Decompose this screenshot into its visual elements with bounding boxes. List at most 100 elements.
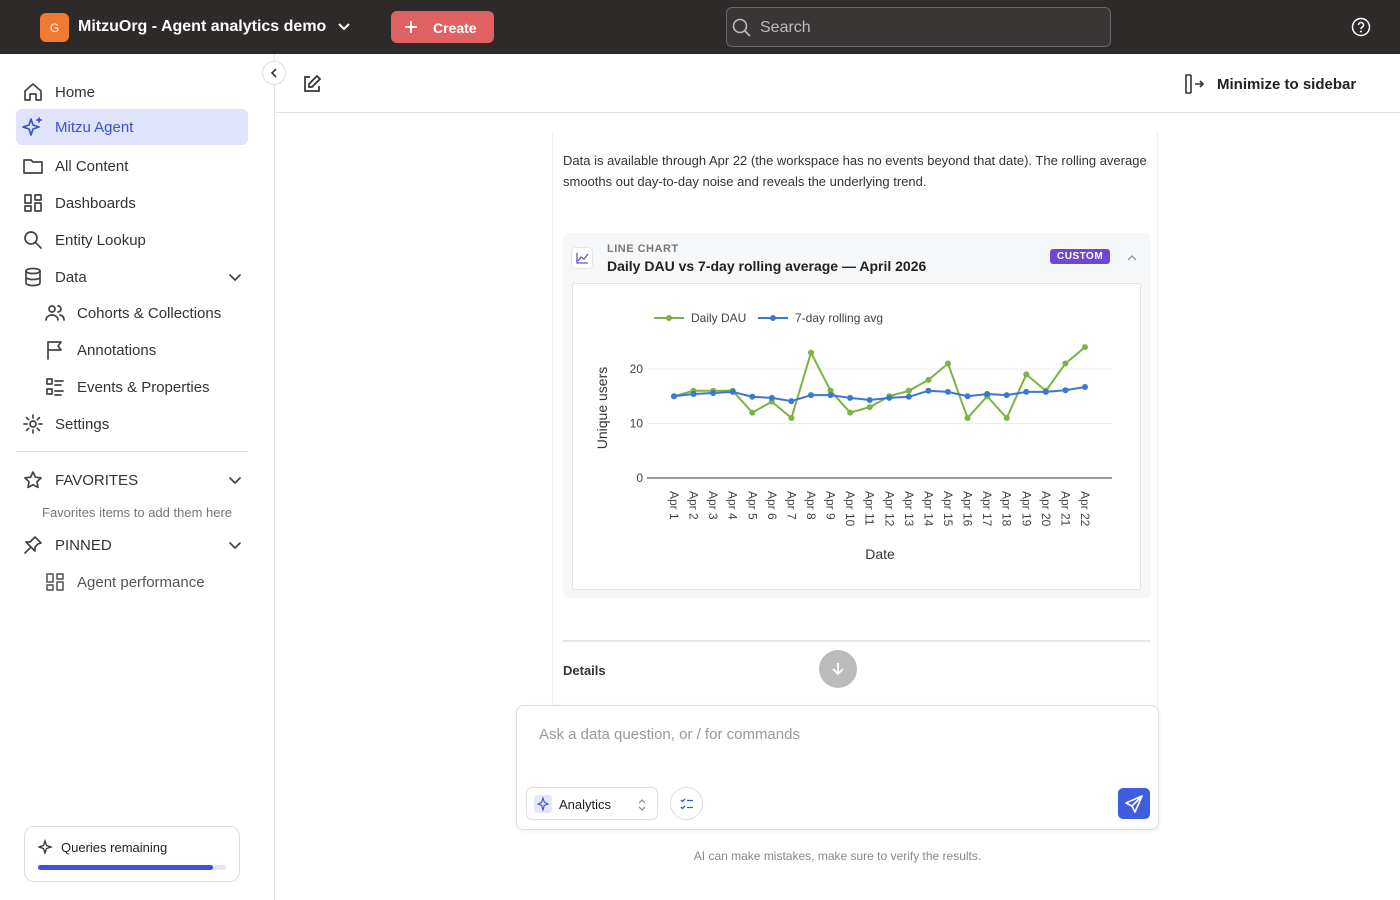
database-icon: [25, 267, 41, 287]
plus-icon: [405, 21, 417, 33]
x-tick-label: Apr 4: [726, 491, 740, 520]
data-point: [866, 404, 873, 411]
nav-entity[interactable]: Entity Lookup: [16, 222, 248, 258]
nav-label: Data: [55, 268, 87, 286]
mode-select[interactable]: Analytics: [526, 787, 658, 820]
composer[interactable]: Ask a data question, or / for commands A…: [516, 705, 1159, 830]
nav-events[interactable]: Events & Properties: [16, 369, 248, 405]
x-tick-label: Apr 12: [882, 491, 896, 527]
data-point: [827, 392, 834, 399]
data-point: [729, 388, 736, 395]
x-tick-label: Apr 8: [804, 491, 818, 520]
minimize-label[interactable]: Minimize to sidebar: [1217, 76, 1357, 93]
help-icon[interactable]: [1351, 17, 1371, 37]
data-point: [1023, 371, 1030, 378]
data-point: [827, 387, 834, 394]
data-point: [1062, 360, 1069, 367]
data-point: [749, 409, 756, 416]
home-icon: [24, 83, 42, 101]
nav-label: Entity Lookup: [55, 231, 146, 249]
x-tick-label: Apr 10: [843, 491, 857, 527]
nav-data[interactable]: Data: [16, 259, 248, 295]
checklist-button[interactable]: [670, 787, 703, 820]
x-tick-label: Apr 6: [765, 491, 779, 520]
data-point: [1003, 415, 1010, 422]
nav-cohorts[interactable]: Cohorts & Collections: [16, 295, 248, 331]
chevron: [229, 274, 241, 281]
search-box[interactable]: Search: [726, 7, 1111, 47]
chart-title: Daily DAU vs 7-day rolling average — Apr…: [607, 258, 927, 274]
org-avatar[interactable]: G: [40, 13, 69, 42]
series-line: [673, 385, 1086, 403]
x-tick-label: Apr 1: [667, 491, 681, 520]
org-chevron[interactable]: [336, 19, 352, 35]
data-point: [808, 392, 814, 399]
chevron-left: [270, 68, 277, 78]
section-title: PINNED: [55, 536, 112, 554]
nav-label: Dashboards: [55, 194, 136, 212]
gear-icon: [23, 414, 43, 434]
chart-kind: LINE CHART: [607, 243, 679, 255]
toolbar: Minimize to sidebar: [276, 54, 1400, 113]
nav-label: All Content: [55, 157, 129, 175]
series-line: [673, 346, 1086, 420]
nav-settings[interactable]: Settings: [16, 406, 248, 442]
y-tick-label: 20: [630, 362, 644, 376]
x-tick-label: Apr 15: [941, 491, 955, 527]
x-tick-label: Apr 17: [980, 491, 994, 527]
y-tick-label: 0: [636, 471, 643, 485]
divider: [563, 640, 1151, 642]
org-name[interactable]: MitzuOrg - Agent analytics demo: [78, 18, 327, 35]
pinned-item[interactable]: Agent performance: [16, 564, 248, 600]
favorites-header[interactable]: FAVORITES: [16, 462, 248, 498]
folder-icon: [23, 159, 43, 174]
data-point: [925, 376, 932, 383]
nav-label: Settings: [55, 415, 110, 433]
custom-badge: CUSTOM: [1050, 249, 1111, 264]
star-icon: [24, 471, 42, 489]
mode-label: Analytics: [559, 797, 612, 812]
x-tick-label: Apr 9: [824, 491, 838, 520]
data-point: [1062, 387, 1069, 394]
disclaimer: AI can make mistakes, make sure to verif…: [693, 849, 982, 863]
edit-icon[interactable]: [301, 73, 323, 95]
x-tick-label: Apr 22: [1078, 491, 1092, 527]
checklist-icon: [680, 798, 693, 810]
progress-track: [38, 865, 226, 870]
nav-label: Annotations: [77, 341, 157, 359]
data-point: [690, 391, 697, 398]
collapse-chart[interactable]: [1126, 252, 1138, 264]
x-tick-label: Apr 18: [1000, 491, 1014, 527]
y-tick-label: 10: [630, 416, 644, 430]
nav-agent[interactable]: Mitzu Agent: [16, 109, 248, 145]
pinned-header[interactable]: PINNED: [16, 527, 248, 563]
data-point: [847, 394, 854, 401]
nav-content[interactable]: All Content: [16, 148, 248, 184]
data-point: [1042, 388, 1049, 395]
data-point: [964, 393, 971, 400]
search-placeholder: Search: [760, 19, 811, 36]
data-point: [886, 394, 893, 401]
x-tick-label: Apr 2: [687, 491, 701, 520]
search-icon: [732, 18, 751, 37]
details-label[interactable]: Details: [563, 663, 606, 678]
chevron: [229, 477, 241, 484]
collapse-button[interactable]: [262, 61, 286, 85]
nav-annotations[interactable]: Annotations: [16, 332, 248, 368]
sparkle-icon: [534, 795, 552, 813]
composer-placeholder[interactable]: Ask a data question, or / for commands: [539, 726, 800, 743]
create-button[interactable]: Create: [391, 11, 494, 43]
nav-home[interactable]: Home: [16, 74, 248, 110]
x-tick-label: Apr 7: [784, 491, 798, 520]
sidebar: Home Mitzu Agent All Content Dashboards …: [0, 54, 286, 900]
data-point: [945, 360, 951, 367]
send-button[interactable]: [1118, 788, 1150, 819]
scroll-down-button[interactable]: [819, 650, 857, 688]
create-label: Create: [433, 20, 477, 36]
nav-dashboards[interactable]: Dashboards: [16, 185, 248, 221]
chart: 0 10 20 Apr 1 Apr 2 Apr 3 Apr 4 Apr 5 Apr 6 Apr 7…: [572, 283, 1141, 590]
minimize-icon[interactable]: [1182, 72, 1206, 96]
top-bar: G MitzuOrg - Agent analytics demo Create…: [0, 0, 1400, 54]
favorites-empty: Favorites items to add them here: [42, 505, 233, 520]
queries-card: Queries remaining: [24, 826, 240, 882]
